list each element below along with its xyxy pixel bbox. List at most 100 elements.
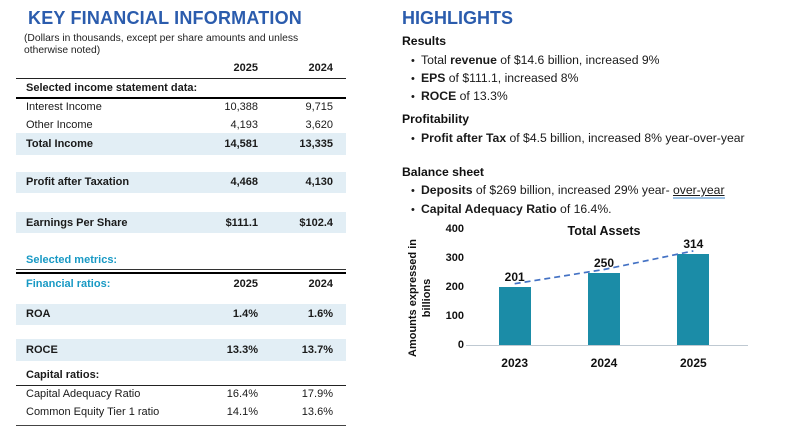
row-spacer xyxy=(16,193,346,212)
bullet-text: Deposits of $269 billion, increased 29% … xyxy=(421,183,788,200)
row-value-2025: 14.1% xyxy=(226,405,258,418)
row-value-2024: 4,130 xyxy=(305,176,333,189)
row-value-2025: 13.3% xyxy=(226,343,258,356)
table-subtitle: (Dollars in thousands, except per share … xyxy=(24,33,299,57)
chart-y-axis-label: Amounts expressed in billions xyxy=(407,239,433,357)
bar-value-label: 201 xyxy=(504,269,525,284)
profitability-bullet-list: Profit after Tax of $4.5 billion, increa… xyxy=(402,129,788,147)
bullet-post: of $4.5 billion, increased 8% year-over-… xyxy=(506,130,745,145)
bullet-marker xyxy=(402,131,421,146)
row-value-2025: 16.4% xyxy=(226,388,258,401)
bullet-marker xyxy=(402,183,421,198)
row-value-2024: 3,620 xyxy=(305,118,333,131)
section-header-capital-ratios: Capital ratios: xyxy=(16,365,346,386)
section-header-financial-ratios: Financial ratios: 2025 2024 xyxy=(16,274,346,294)
table-row-earnings-per-share: Earnings Per Share $111.1 $102.4 xyxy=(16,212,346,234)
bullet-item: Total revenue of $14.6 billion, increase… xyxy=(402,51,788,69)
table-row-capital-adequacy: Capital Adequacy Ratio 16.4% 17.9% xyxy=(16,386,346,403)
bullet-bold: Deposits xyxy=(421,183,473,198)
bullet-bold: Profit after Tax xyxy=(421,130,507,145)
bullet-post: of $111.1, increased 8% xyxy=(445,70,579,85)
chart-bar-2024 xyxy=(588,272,620,345)
row-value-2025: 1.4% xyxy=(232,308,258,321)
x-tick-label: 2023 xyxy=(501,356,528,370)
column-header-2024: 2024 xyxy=(308,62,333,75)
bullet-item: EPS of $111.1, increased 8% xyxy=(402,69,788,87)
heading-balance-sheet: Balance sheet xyxy=(402,164,484,179)
bar-value-label: 250 xyxy=(593,255,615,270)
row-value-2025: 14,581 xyxy=(224,137,258,150)
row-value-2024: $102.4 xyxy=(299,216,333,229)
row-spacer xyxy=(16,325,346,339)
bullet-item: Profit after Tax of $4.5 billion, increa… xyxy=(402,129,788,147)
bullet-text: Profit after Tax of $4.5 billion, increa… xyxy=(421,131,788,146)
column-header-row: 2025 2024 xyxy=(16,60,346,79)
row-label: Earnings Per Share xyxy=(26,216,128,229)
section-header-label: Capital ratios: xyxy=(26,368,100,381)
row-spacer xyxy=(16,294,346,304)
row-label: Other Income xyxy=(26,118,93,131)
financial-report-slide: { "left": { "title": "KEY FINANCIAL INFO… xyxy=(0,0,790,400)
table-row-profit-after-taxation: Profit after Taxation 4,468 4,130 xyxy=(16,171,346,194)
financial-table: 2025 2024 Selected income statement data… xyxy=(16,60,346,426)
bullet-marker xyxy=(402,53,421,68)
bullet-text: Capital Adequacy Ratio of 16.4%. xyxy=(421,202,788,217)
section-header-label: Financial ratios: xyxy=(26,277,111,290)
bullet-text: ROCE of 13.3% xyxy=(421,89,788,104)
table-row-total-income: Total Income 14,581 13,335 xyxy=(16,133,346,155)
row-value-2025: 4,468 xyxy=(230,176,258,189)
row-value-2025: $111.1 xyxy=(225,216,258,229)
column-header-2025: 2025 xyxy=(233,277,258,290)
page-title-left: KEY FINANCIAL INFORMATION xyxy=(28,8,302,28)
row-label: Capital Adequacy Ratio xyxy=(26,388,141,401)
x-tick-label: 2024 xyxy=(590,356,618,370)
y-tick-label: 200 xyxy=(445,280,464,293)
bullet-bold: EPS xyxy=(421,70,446,85)
column-header-2024: 2024 xyxy=(308,277,333,290)
row-value-2024: 13.7% xyxy=(301,343,333,356)
bullet-text: EPS of $111.1, increased 8% xyxy=(421,71,788,86)
row-value-2024: 1.6% xyxy=(307,308,333,321)
heading-profitability: Profitability xyxy=(402,112,470,127)
bullet-item: ROCE of 13.3% xyxy=(402,88,788,106)
table-row-other-income: Other Income 4,193 3,620 xyxy=(16,116,346,133)
page-title-right: HIGHLIGHTS xyxy=(402,8,513,28)
chart-bar-2025 xyxy=(677,253,710,345)
row-value-2025: 4,193 xyxy=(230,118,258,131)
total-assets-chart: Amounts expressed in billions Total Asse… xyxy=(400,218,788,398)
row-label: ROA xyxy=(26,308,51,321)
highlights-panel: HIGHLIGHTS Results Total revenue of $14.… xyxy=(402,6,788,218)
table-row-cet1: Common Equity Tier 1 ratio 14.1% 13.6% xyxy=(16,403,346,420)
heading-results: Results xyxy=(402,34,447,48)
bullet-item: Capital Adequacy Ratio of 16.4%. xyxy=(402,200,788,218)
balance-bullet-list: Deposits of $269 billion, increased 29% … xyxy=(402,182,788,219)
chart-bar-2023 xyxy=(498,286,531,345)
bullet-post: of $14.6 billion, increased 9% xyxy=(496,52,660,67)
divider xyxy=(16,271,346,274)
y-tick-label: 300 xyxy=(445,251,464,264)
section-header-label: Selected metrics: xyxy=(26,254,118,267)
table-row-roa: ROA 1.4% 1.6% xyxy=(16,303,346,326)
bullet-underline: over-year xyxy=(673,183,725,200)
bullet-bold: revenue xyxy=(450,52,497,67)
results-bullet-list: Total revenue of $14.6 billion, increase… xyxy=(402,51,788,106)
bullet-post: of 13.3% xyxy=(456,89,508,104)
bullet-bold: Capital Adequacy Ratio xyxy=(421,201,557,216)
bullet-pre: Total xyxy=(421,52,451,67)
row-label: ROCE xyxy=(26,343,58,356)
bullet-bold: ROCE xyxy=(421,89,457,104)
y-tick-label: 100 xyxy=(445,309,464,322)
row-value-2024: 13.6% xyxy=(301,405,333,418)
x-tick-label: 2025 xyxy=(679,356,707,370)
chart-title: Total Assets xyxy=(567,224,641,238)
row-label: Common Equity Tier 1 ratio xyxy=(26,405,160,418)
row-label: Total Income xyxy=(26,137,94,150)
x-axis-line xyxy=(466,345,748,346)
row-label: Interest Income xyxy=(26,101,102,114)
y-tick-label: 0 xyxy=(457,338,464,351)
row-label: Profit after Taxation xyxy=(26,176,130,189)
key-financial-panel: KEY FINANCIAL INFORMATION (Dollars in th… xyxy=(16,6,346,426)
section-header-income: Selected income statement data: xyxy=(16,79,346,99)
bullet-item: Deposits of $269 billion, increased 29% … xyxy=(402,182,788,200)
bullet-marker xyxy=(402,202,421,217)
